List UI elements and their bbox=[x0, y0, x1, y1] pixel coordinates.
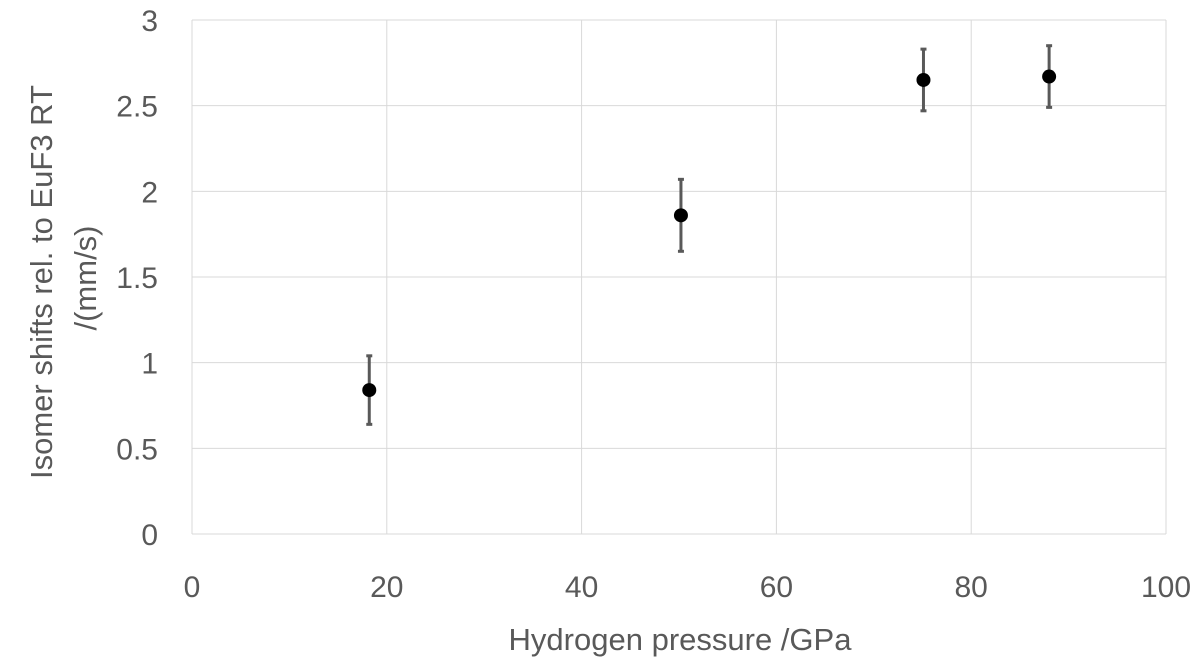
x-tick-label: 40 bbox=[565, 571, 598, 604]
x-axis-ticks: 0 20 40 60 80 100 bbox=[184, 571, 1191, 604]
data-points bbox=[362, 69, 1057, 398]
y-axis-title: Isomer shifts rel. to EuF3 RT /(mm/s) bbox=[24, 77, 103, 479]
x-tick-label: 80 bbox=[955, 571, 988, 604]
grid-lines bbox=[191, 19, 1167, 535]
data-point bbox=[1042, 69, 1057, 84]
y-axis-title-line-2: /(mm/s) bbox=[68, 225, 103, 330]
data-point bbox=[362, 383, 377, 398]
y-tick-label: 0 bbox=[141, 519, 158, 552]
y-tick-label: 1 bbox=[141, 348, 158, 381]
y-tick-label: 2 bbox=[141, 176, 158, 209]
x-tick-label: 100 bbox=[1141, 571, 1191, 604]
x-axis-title: Hydrogen pressure /GPa bbox=[509, 622, 853, 657]
data-point bbox=[673, 208, 688, 223]
y-tick-label: 3 bbox=[141, 5, 158, 38]
y-axis-title-line-1: Isomer shifts rel. to EuF3 RT bbox=[24, 85, 59, 479]
y-tick-label: 0.5 bbox=[116, 433, 158, 466]
error-bars bbox=[366, 44, 1053, 426]
data-point bbox=[916, 72, 931, 87]
y-tick-label: 1.5 bbox=[116, 262, 158, 295]
x-tick-label: 60 bbox=[760, 571, 793, 604]
y-axis-ticks: 0 0.5 1 1.5 2 2.5 3 bbox=[116, 5, 158, 552]
x-tick-label: 0 bbox=[184, 571, 201, 604]
x-tick-label: 20 bbox=[370, 571, 403, 604]
y-tick-label: 2.5 bbox=[116, 91, 158, 124]
